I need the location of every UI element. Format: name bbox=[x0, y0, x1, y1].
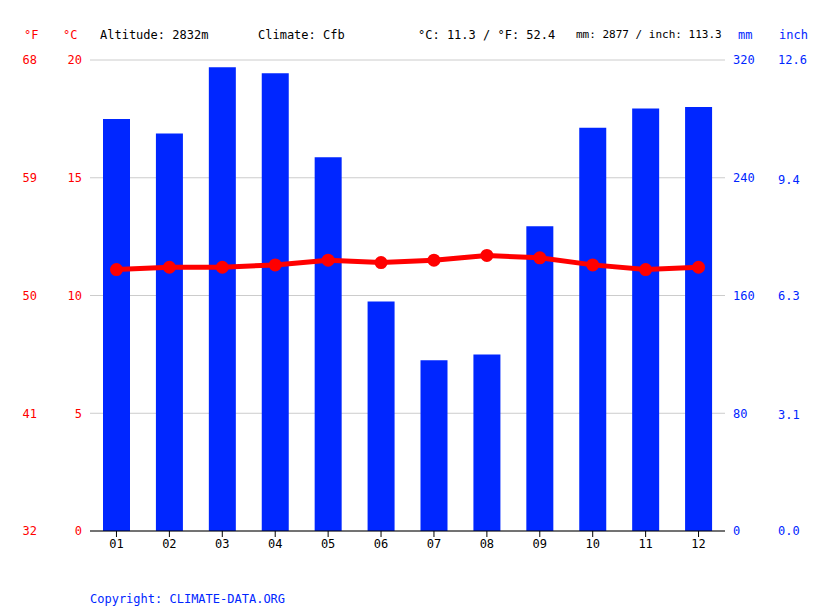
svg-text:11: 11 bbox=[638, 537, 652, 551]
svg-text:320: 320 bbox=[733, 53, 755, 67]
svg-text:41: 41 bbox=[23, 407, 37, 421]
svg-text:5: 5 bbox=[75, 407, 82, 421]
svg-text:9.4: 9.4 bbox=[778, 173, 800, 187]
svg-text:0.0: 0.0 bbox=[778, 524, 800, 538]
html-text:Altitude: 2832m: Altitude: 2832m bbox=[100, 28, 209, 42]
svg-text:09: 09 bbox=[533, 537, 547, 551]
svg-text:6.3: 6.3 bbox=[778, 289, 800, 303]
svg-text:20: 20 bbox=[68, 53, 82, 67]
svg-text:08: 08 bbox=[480, 537, 494, 551]
svg-text:0: 0 bbox=[75, 524, 82, 538]
html-text:inch: inch bbox=[779, 28, 808, 42]
svg-text:05: 05 bbox=[321, 537, 335, 551]
svg-text:12: 12 bbox=[691, 537, 705, 551]
svg-text:06: 06 bbox=[374, 537, 388, 551]
svg-text:01: 01 bbox=[109, 537, 123, 551]
svg-text:04: 04 bbox=[268, 537, 282, 551]
html-text:Copyright: CLIMATE-DATA.ORG: Copyright: CLIMATE-DATA.ORG bbox=[90, 592, 286, 606]
svg-text:240: 240 bbox=[733, 171, 755, 185]
svg-text:59: 59 bbox=[23, 171, 37, 185]
svg-text:80: 80 bbox=[733, 407, 747, 421]
html-text:mm: 2877 / inch: 113.3: mm: 2877 / inch: 113.3 bbox=[576, 28, 722, 41]
html-text:mm: mm bbox=[738, 28, 753, 42]
html-text:Climate: Cfb: Climate: Cfb bbox=[258, 28, 345, 42]
svg-text:32: 32 bbox=[23, 524, 37, 538]
svg-text:3.1: 3.1 bbox=[778, 408, 800, 422]
svg-text:160: 160 bbox=[733, 289, 755, 303]
html-text:°C: °C bbox=[63, 28, 78, 42]
svg-text:07: 07 bbox=[427, 537, 441, 551]
svg-text:15: 15 bbox=[68, 171, 82, 185]
svg-text:12.6: 12.6 bbox=[778, 53, 807, 67]
html-text:°F: °F bbox=[24, 28, 39, 42]
svg-text:68: 68 bbox=[23, 53, 37, 67]
svg-text:50: 50 bbox=[23, 289, 37, 303]
svg-text:10: 10 bbox=[585, 537, 599, 551]
svg-text:10: 10 bbox=[68, 289, 82, 303]
svg-text:03: 03 bbox=[215, 537, 229, 551]
svg-text:02: 02 bbox=[162, 537, 176, 551]
svg-text:0: 0 bbox=[733, 524, 740, 538]
html-text:°C: 11.3 / °F: 52.4: °C: 11.3 / °F: 52.4 bbox=[418, 28, 556, 42]
